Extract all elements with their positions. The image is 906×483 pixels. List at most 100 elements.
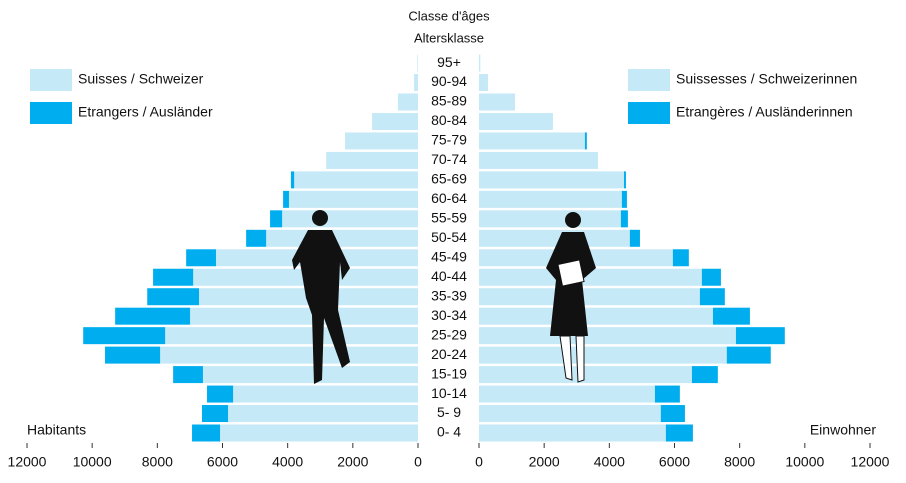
x-tick-label: 0 — [414, 454, 422, 470]
bar — [479, 74, 488, 92]
legend-swatch — [628, 102, 670, 124]
bar — [417, 54, 418, 72]
bar — [105, 346, 161, 364]
x-tick-label: 4000 — [272, 454, 303, 470]
bar — [479, 54, 481, 72]
bar — [414, 74, 418, 92]
x-tick-label: 6000 — [659, 454, 690, 470]
x-tick-label: 6000 — [207, 454, 238, 470]
axis-label: Habitants — [27, 422, 86, 438]
x-tick-label: 10000 — [73, 454, 112, 470]
y-tick-label: 5- 9 — [437, 404, 461, 420]
bar — [294, 171, 418, 189]
bar — [326, 151, 418, 169]
bar — [654, 385, 680, 403]
y-tick-label: 65-69 — [431, 171, 467, 187]
bar — [735, 327, 785, 345]
bar — [83, 327, 166, 345]
bar — [345, 132, 418, 150]
y-tick-label: 80-84 — [431, 112, 467, 128]
y-tick-label: 85-89 — [431, 93, 467, 109]
x-tick-label: 12000 — [8, 454, 47, 470]
bar — [479, 190, 622, 208]
bar — [479, 385, 655, 403]
y-tick-label: 20-24 — [431, 346, 467, 362]
bar — [479, 171, 624, 189]
y-tick-label: 50-54 — [431, 229, 467, 245]
bar — [165, 327, 418, 345]
legend-label: Suissesses / Schweizerinnen — [676, 71, 857, 87]
bar — [147, 288, 200, 306]
y-tick-label: 70-74 — [431, 151, 467, 167]
x-tick-label: 0 — [475, 454, 483, 470]
y-tick-label: 95+ — [437, 54, 461, 70]
bar — [202, 366, 418, 384]
legend-swatch — [30, 102, 72, 124]
bar — [479, 268, 702, 286]
y-tick-label: 90-94 — [431, 73, 467, 89]
bar — [479, 424, 666, 442]
woman-figure — [546, 212, 596, 383]
bar — [282, 210, 418, 228]
bar — [115, 307, 191, 325]
bar — [479, 151, 598, 169]
y-tick-label: 10-14 — [431, 385, 467, 401]
bar — [691, 366, 718, 384]
x-tick-label: 12000 — [851, 454, 890, 470]
bar — [623, 171, 626, 189]
x-tick-label: 10000 — [785, 454, 824, 470]
bar — [233, 385, 418, 403]
bar — [479, 346, 727, 364]
bar — [173, 366, 203, 384]
bar — [479, 307, 713, 325]
bar — [290, 171, 295, 189]
bar — [246, 229, 267, 247]
y-tick-label: 60-64 — [431, 190, 467, 206]
y-tick-label: 35-39 — [431, 287, 467, 303]
chart-title: Altersklasse — [414, 30, 484, 45]
bar — [372, 112, 418, 130]
legend-swatch — [628, 69, 670, 91]
x-tick-label: 8000 — [724, 454, 755, 470]
y-tick-label: 30-34 — [431, 307, 467, 323]
bar — [621, 190, 627, 208]
y-tick-label: 55-59 — [431, 210, 467, 226]
bar — [160, 346, 419, 364]
bar — [726, 346, 771, 364]
bar — [270, 210, 283, 228]
bar — [479, 366, 692, 384]
x-tick-label: 4000 — [594, 454, 625, 470]
x-tick-label: 2000 — [529, 454, 560, 470]
chart-title: Classe d'âges — [408, 8, 490, 23]
bar — [283, 190, 289, 208]
y-tick-label: 45-49 — [431, 248, 467, 264]
man-figure — [292, 210, 350, 384]
bar — [479, 112, 553, 130]
axis-label: Einwohner — [810, 422, 876, 438]
bar — [660, 405, 685, 423]
legend-label: Suisses / Schweizer — [78, 71, 204, 87]
x-tick-label: 2000 — [337, 454, 368, 470]
legend-label: Etrangères / Ausländerinnen — [676, 104, 853, 120]
bar — [701, 268, 721, 286]
bar — [228, 405, 418, 423]
bar — [712, 307, 750, 325]
bar — [479, 288, 700, 306]
y-tick-label: 75-79 — [431, 132, 467, 148]
bar — [190, 307, 418, 325]
bar — [479, 327, 736, 345]
bar — [220, 424, 418, 442]
bar — [479, 405, 661, 423]
bar — [266, 229, 418, 247]
bar — [153, 268, 194, 286]
bar — [201, 405, 229, 423]
bar — [699, 288, 725, 306]
bar — [629, 229, 640, 247]
y-tick-label: 15-19 — [431, 365, 467, 381]
bar — [207, 385, 234, 403]
bar — [479, 132, 585, 150]
bar — [665, 424, 693, 442]
y-tick-label: 0- 4 — [437, 424, 461, 440]
